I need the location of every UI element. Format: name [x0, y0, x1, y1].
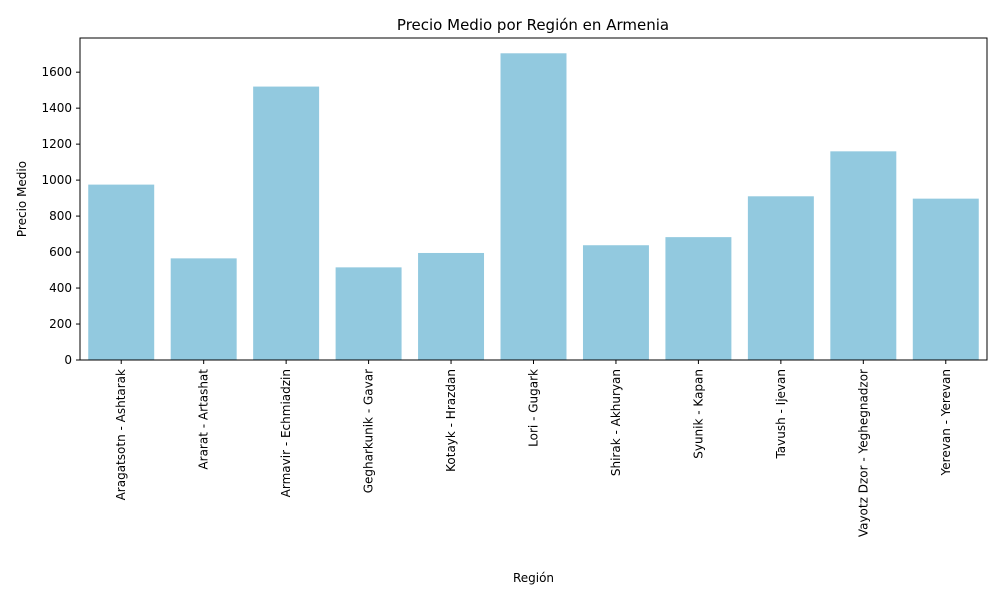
x-axis-ticks: Aragatsotn - Ashtarak Ararat - Artashat Ar…: [114, 360, 953, 537]
y-tick-label-1: 200: [49, 317, 72, 331]
y-tick-label-0: 0: [64, 353, 72, 367]
x-tick-label-3: Gegharkunik - Gavar: [362, 369, 376, 493]
y-tick-label-6: 1200: [41, 137, 72, 151]
bar-8: [747, 196, 814, 360]
bar-10: [912, 198, 979, 360]
x-tick-label-5: Lori - Gugark: [527, 369, 541, 447]
bar-7: [665, 237, 732, 360]
x-axis-label: Región: [513, 571, 554, 585]
y-tick-label-2: 400: [49, 281, 72, 295]
y-tick-label-5: 1000: [41, 173, 72, 187]
y-tick-label-7: 1400: [41, 101, 72, 115]
bar-2: [253, 86, 320, 361]
x-tick-label-2: Armavir - Echmiadzin: [279, 369, 293, 497]
bar-9: [830, 151, 897, 360]
x-tick-label-1: Ararat - Artashat: [197, 369, 211, 470]
y-tick-label-3: 600: [49, 245, 72, 259]
plot-frame: [79, 37, 988, 361]
x-tick-label-9: Vayotz Dzor - Yeghegnadzor: [856, 369, 870, 537]
y-tick-label-8: 1600: [41, 65, 72, 79]
bar-6: [582, 245, 649, 360]
bar-5: [500, 53, 567, 361]
x-tick-label-6: Shirak - Akhuryan: [609, 369, 623, 476]
y-tick-label-4: 800: [49, 209, 72, 223]
x-tick-label-4: Kotayk - Hrazdan: [444, 369, 458, 472]
bar-0: [88, 184, 155, 360]
chart-title: Precio Medio por Región en Armenia: [397, 16, 669, 34]
bar-4: [418, 252, 485, 360]
x-tick-label-10: Yerevan - Yerevan: [939, 369, 953, 476]
y-axis-label: Precio Medio: [15, 161, 29, 237]
bar-1: [170, 258, 237, 360]
x-tick-label-0: Aragatsotn - Ashtarak: [114, 369, 128, 500]
x-tick-label-7: Syunik - Kapan: [691, 369, 705, 459]
x-tick-label-8: Tavush - Ijevan: [774, 369, 788, 460]
y-axis-ticks: 0 200 400 600 800 1000 1200 1400 1600: [41, 65, 80, 367]
bars-group: [88, 53, 979, 361]
bar-3: [335, 267, 402, 360]
